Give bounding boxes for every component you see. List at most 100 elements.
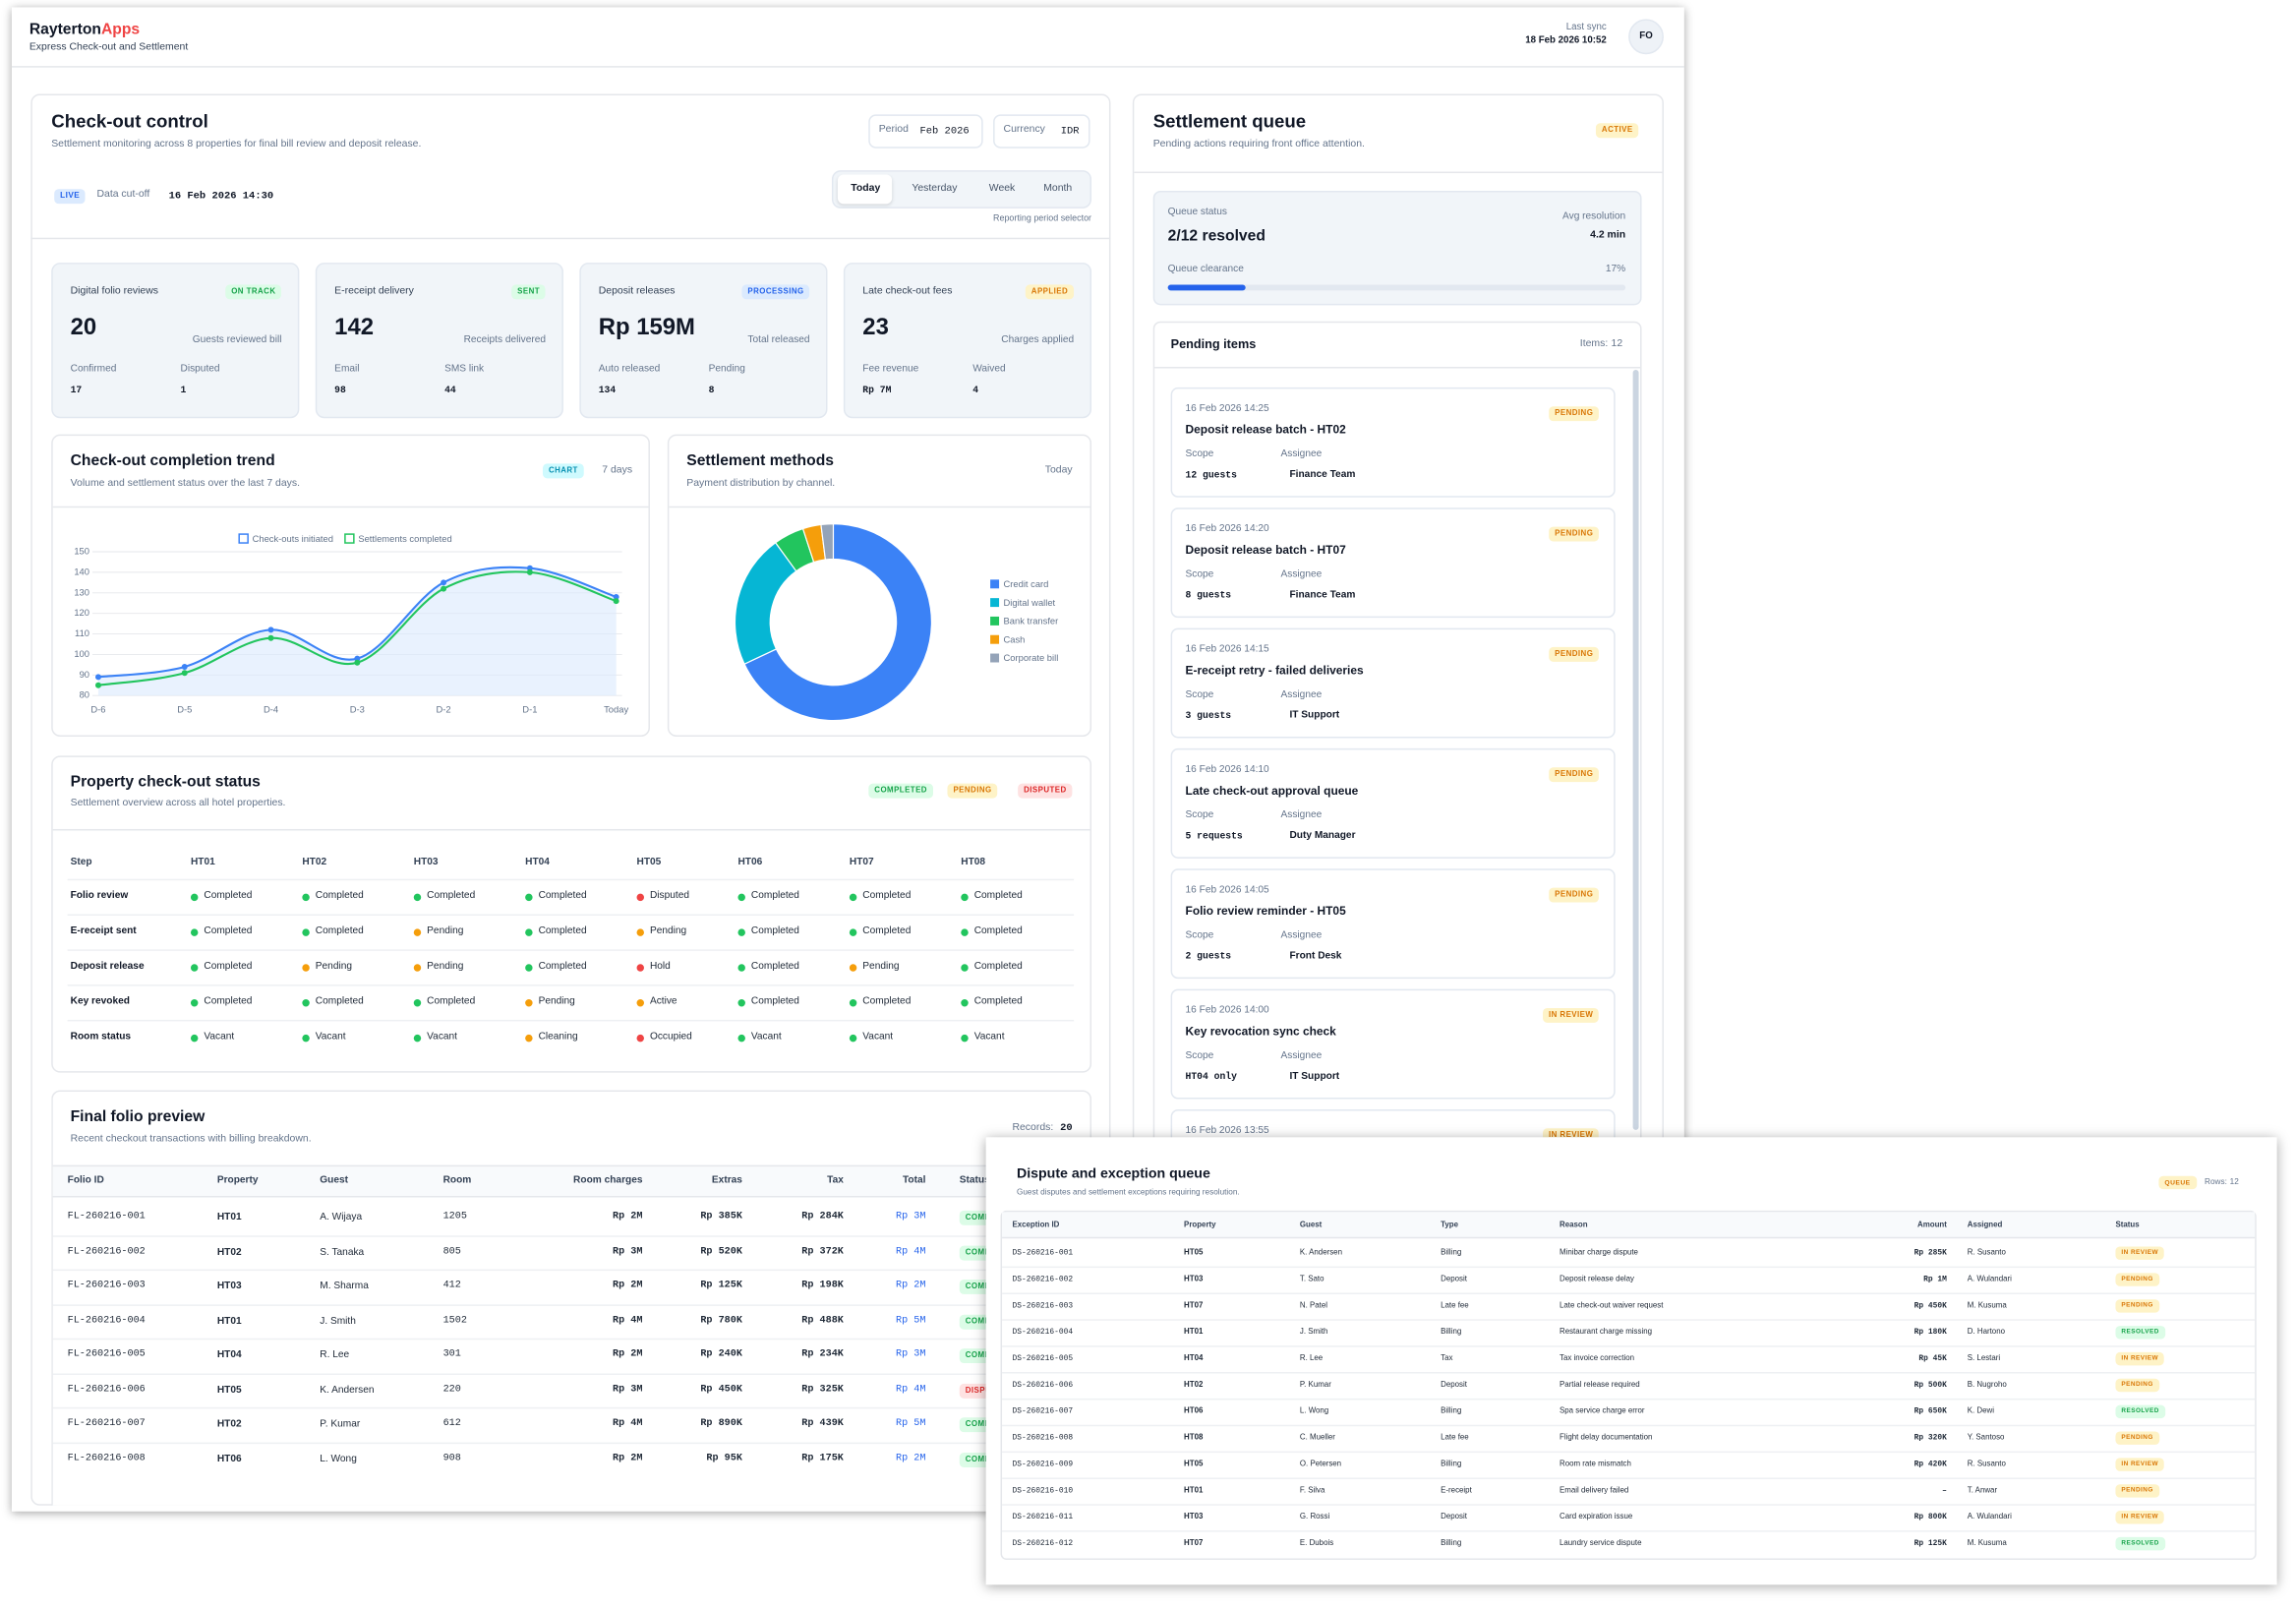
text: 16 Feb 2026 14:30 bbox=[168, 190, 274, 203]
section-title: Dispute and exception queue bbox=[1016, 1165, 1210, 1182]
status-text: Completed bbox=[538, 890, 587, 902]
text: 8 guests bbox=[1185, 590, 1232, 601]
text: Feb 2026 bbox=[919, 126, 970, 139]
text: Queue clearance bbox=[1167, 264, 1244, 275]
badge: RESOLVED bbox=[2115, 1404, 2165, 1418]
divider bbox=[52, 1303, 1090, 1306]
status-text: Completed bbox=[204, 961, 253, 972]
text: Queue status bbox=[1167, 207, 1227, 217]
text: SMS link bbox=[444, 364, 485, 375]
text: Scope bbox=[1185, 930, 1214, 941]
cell: 1205 bbox=[442, 1211, 467, 1222]
cell: Minibar charge dispute bbox=[1559, 1248, 1638, 1258]
cell: HT01 bbox=[1184, 1328, 1204, 1338]
tab[interactable]: Yesterday bbox=[912, 182, 958, 194]
text: Reporting period selector bbox=[993, 214, 1092, 224]
badge: IN REVIEW bbox=[2115, 1351, 2164, 1366]
text: Scope bbox=[1185, 1050, 1214, 1061]
cell: Rp 1M bbox=[1923, 1275, 1947, 1284]
y-tick-label: 80 bbox=[80, 689, 89, 700]
cell: Billing bbox=[1441, 1328, 1462, 1338]
text: 17% bbox=[1605, 264, 1626, 275]
text: 1 bbox=[180, 385, 187, 395]
point bbox=[354, 655, 361, 662]
cell: Rp 890K bbox=[700, 1417, 742, 1430]
tab[interactable]: Week bbox=[988, 182, 1016, 194]
text: 16 Feb 2026 14:00 bbox=[1185, 1005, 1269, 1016]
text: Assignee bbox=[1280, 809, 1323, 821]
cell: Rp 320K bbox=[1913, 1433, 1947, 1443]
tab[interactable]: Today bbox=[851, 182, 881, 194]
text: Payment distribution by channel. bbox=[686, 478, 836, 489]
text: 16 Feb 2026 14:10 bbox=[1185, 764, 1269, 775]
text: Deposit release batch - HT02 bbox=[1185, 423, 1346, 437]
status-dot bbox=[636, 927, 644, 936]
cell: Tax bbox=[1441, 1354, 1453, 1364]
cell: Partial release required bbox=[1559, 1380, 1640, 1390]
tab[interactable]: Month bbox=[1043, 182, 1073, 194]
legend-label: Bank transfer bbox=[1004, 616, 1059, 626]
cell: P. Kumar bbox=[320, 1418, 361, 1430]
divider bbox=[1002, 1266, 2256, 1269]
column-header: Guest bbox=[1299, 1221, 1323, 1230]
status-dot bbox=[525, 963, 533, 971]
text: 8 bbox=[708, 385, 715, 395]
cell: Rp 2M bbox=[896, 1452, 926, 1464]
column-header: Room bbox=[442, 1175, 472, 1186]
progress-bar bbox=[1167, 284, 1246, 291]
point bbox=[441, 585, 447, 592]
legend-label: Corporate bill bbox=[1004, 652, 1059, 663]
cell: DS-260216-012 bbox=[1012, 1539, 1074, 1549]
text: IT Support bbox=[1289, 1071, 1340, 1082]
column-header: Type bbox=[1441, 1221, 1459, 1230]
text: E-receipt delivery bbox=[334, 285, 414, 297]
cell: FL-260216-006 bbox=[67, 1383, 146, 1396]
cell: FL-260216-007 bbox=[67, 1417, 146, 1430]
cell: HT06 bbox=[216, 1453, 242, 1464]
text: Currency bbox=[1003, 124, 1045, 136]
cell: Rp 2M bbox=[613, 1452, 643, 1464]
status-dot bbox=[190, 927, 199, 936]
cell: Rp 650K bbox=[1913, 1406, 1947, 1416]
column-header: Tax bbox=[827, 1175, 844, 1186]
cell: HT08 bbox=[1184, 1433, 1204, 1443]
badge: RESOLVED bbox=[2115, 1326, 2165, 1340]
badge: PENDING bbox=[2115, 1484, 2159, 1498]
text: 18 Feb 2026 10:52 bbox=[1525, 35, 1607, 46]
column-header: Property bbox=[216, 1175, 259, 1186]
legend-swatch bbox=[990, 616, 1000, 626]
cell: HT07 bbox=[1184, 1539, 1204, 1549]
badge: ACTIVE bbox=[1595, 123, 1639, 139]
text: Late check-out fees bbox=[862, 285, 953, 297]
avatar bbox=[1628, 19, 1664, 55]
cell: HT02 bbox=[1184, 1380, 1204, 1390]
kpi-value: 23 bbox=[862, 315, 889, 340]
table-header bbox=[52, 1164, 1090, 1198]
cell: HT05 bbox=[1184, 1248, 1204, 1258]
text: Finance Team bbox=[1289, 469, 1356, 481]
text: Items: bbox=[1579, 338, 1609, 350]
point bbox=[526, 568, 533, 575]
cell: Rp 4M bbox=[896, 1245, 926, 1258]
text: Receipts delivered bbox=[463, 334, 547, 345]
cell: 1502 bbox=[442, 1314, 467, 1327]
point bbox=[267, 626, 274, 633]
divider bbox=[1002, 1345, 2256, 1347]
kpi-value: 142 bbox=[334, 315, 375, 340]
status-dot bbox=[190, 892, 199, 901]
text: Assignee bbox=[1280, 1050, 1323, 1061]
status-text: Completed bbox=[973, 996, 1023, 1007]
cell: Rp 439K bbox=[801, 1417, 844, 1430]
queue-item bbox=[1170, 988, 1616, 1100]
brand-accent: Apps bbox=[100, 20, 141, 38]
section-title: Final folio preview bbox=[70, 1107, 206, 1126]
avatar-initials[interactable]: FO bbox=[1639, 30, 1653, 42]
text: Digital folio reviews bbox=[70, 285, 159, 297]
text: E-receipt retry - failed deliveries bbox=[1185, 663, 1364, 678]
column-header: Exception ID bbox=[1012, 1221, 1060, 1230]
status-text: Hold bbox=[649, 961, 671, 972]
text: 4 bbox=[972, 385, 979, 395]
status-text: Completed bbox=[427, 996, 476, 1007]
text: Key revocation sync check bbox=[1185, 1025, 1336, 1039]
